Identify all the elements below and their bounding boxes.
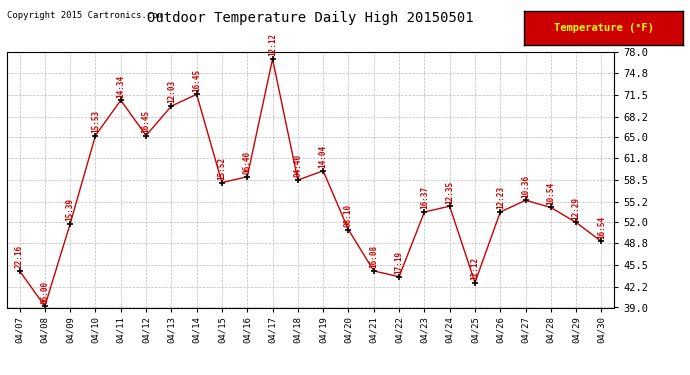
- Text: 08:10: 08:10: [344, 204, 353, 227]
- Text: 16:37: 16:37: [420, 186, 429, 209]
- Text: 12:12: 12:12: [268, 33, 277, 56]
- Text: 15:52: 15:52: [217, 157, 226, 180]
- Text: Temperature (°F): Temperature (°F): [554, 23, 653, 33]
- Text: 06:40: 06:40: [243, 151, 252, 174]
- Text: 16:45: 16:45: [192, 69, 201, 92]
- Text: 14:04: 14:04: [319, 145, 328, 168]
- Text: Copyright 2015 Cartronics.com: Copyright 2015 Cartronics.com: [7, 11, 163, 20]
- Text: 14:34: 14:34: [116, 75, 126, 98]
- Text: 06:00: 06:00: [40, 280, 50, 304]
- Text: 17:19: 17:19: [395, 251, 404, 274]
- Text: 15:39: 15:39: [66, 198, 75, 221]
- Text: 12:03: 12:03: [167, 80, 176, 104]
- Text: 12:12: 12:12: [471, 257, 480, 280]
- Text: 12:35: 12:35: [445, 180, 454, 204]
- Text: 16:54: 16:54: [597, 216, 606, 239]
- Text: 12:23: 12:23: [495, 186, 505, 209]
- Text: Outdoor Temperature Daily High 20150501: Outdoor Temperature Daily High 20150501: [147, 11, 474, 25]
- Text: 16:45: 16:45: [141, 110, 150, 133]
- Text: 16:08: 16:08: [369, 245, 378, 268]
- Text: 04:40: 04:40: [293, 154, 302, 177]
- Text: 22:16: 22:16: [15, 245, 24, 268]
- Text: 10:36: 10:36: [521, 174, 530, 198]
- Text: 15:53: 15:53: [91, 110, 100, 133]
- Text: 10:54: 10:54: [546, 182, 555, 205]
- Text: 12:29: 12:29: [571, 197, 581, 220]
